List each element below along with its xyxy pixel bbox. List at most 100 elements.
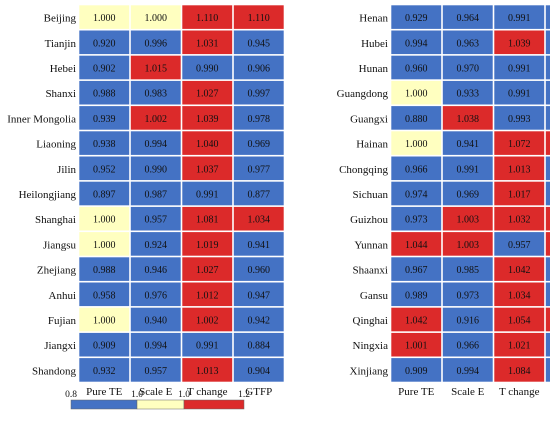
heatmap-cell xyxy=(233,181,285,206)
row-label: Jilin xyxy=(57,164,76,176)
cell-value-label: 0.960 xyxy=(405,64,428,75)
heatmap-cell xyxy=(78,155,130,181)
cell-value-label: 0.991 xyxy=(196,190,219,201)
cell-value-label: 0.966 xyxy=(457,341,480,352)
heatmap-cell xyxy=(442,281,494,307)
heatmap-cell xyxy=(390,256,442,282)
cell-value-label: 0.957 xyxy=(145,215,168,226)
cell-value-label: 0.976 xyxy=(145,290,168,301)
heatmap-cell xyxy=(78,29,130,55)
heatmap-cell xyxy=(390,55,442,80)
heatmap-cell xyxy=(233,357,285,383)
heatmap-cell xyxy=(545,332,550,358)
cell-value-label: 0.973 xyxy=(405,215,428,226)
cell-value-label: 1.000 xyxy=(145,13,168,24)
heatmap-cell xyxy=(78,105,130,131)
heatmap-cell xyxy=(130,181,182,206)
heatmap-cell xyxy=(390,231,442,257)
heatmap-cell xyxy=(493,307,545,332)
heatmap-cell xyxy=(233,206,285,232)
row-label: Shanghai xyxy=(35,214,76,226)
heatmap-cell xyxy=(233,256,285,282)
cell-value-label: 1.039 xyxy=(508,38,531,49)
heatmap-cell xyxy=(545,256,550,282)
heatmap-cell xyxy=(545,206,550,232)
cell-value-label: 0.991 xyxy=(457,164,480,175)
cell-value-label: 1.021 xyxy=(508,341,531,352)
heatmap-cell xyxy=(545,155,550,181)
cell-value-label: 0.945 xyxy=(248,38,271,49)
cell-value-label: 0.904 xyxy=(248,366,271,377)
cell-value-label: 0.906 xyxy=(248,64,271,75)
cell-value-label: 0.920 xyxy=(93,38,116,49)
cell-value-label: 0.932 xyxy=(93,366,116,377)
cell-value-label: 1.081 xyxy=(196,215,219,226)
heatmap-cell xyxy=(442,357,494,383)
heatmap-cell xyxy=(78,281,130,307)
cell-value-label: 0.983 xyxy=(145,89,168,100)
heatmap-cell xyxy=(233,130,285,156)
cell-value-label: 1.032 xyxy=(508,215,531,226)
cell-value-label: 0.947 xyxy=(248,290,271,301)
heatmap-cell xyxy=(181,105,233,131)
cell-value-label: 1.012 xyxy=(196,290,219,301)
heatmap-cell xyxy=(130,231,182,257)
heatmap-panel-right: Henan0.9290.9640.9910.887Hubei0.9940.963… xyxy=(337,4,550,398)
cell-value-label: 1.000 xyxy=(93,13,116,24)
row-label: Anhui xyxy=(49,290,77,302)
cell-value-label: 1.110 xyxy=(196,13,218,24)
cell-value-label: 0.994 xyxy=(457,366,480,377)
cell-value-label: 0.952 xyxy=(93,164,116,175)
colorbar-tick-label: 1.2 xyxy=(238,390,250,400)
cell-value-label: 0.993 xyxy=(508,114,531,125)
cell-value-label: 0.991 xyxy=(196,341,219,352)
cell-value-label: 0.909 xyxy=(93,341,116,352)
heatmap-cell xyxy=(233,155,285,181)
heatmap-cell xyxy=(78,231,130,257)
heatmap-cell xyxy=(442,206,494,232)
cell-value-label: 0.991 xyxy=(508,64,531,75)
column-label: T change xyxy=(187,386,228,398)
heatmap-cell xyxy=(181,256,233,282)
colorbar: 0.8 1.0 1.0 1.2 xyxy=(65,390,250,410)
heatmap-cell xyxy=(442,4,494,30)
heatmap-cell xyxy=(233,281,285,307)
heatmap-cell xyxy=(130,281,182,307)
cell-value-label: 1.034 xyxy=(248,215,271,226)
heatmap-panel-left: Beijing 1.000 1.000 1.110 1.110 Tianjin 0.920 0… xyxy=(7,4,285,398)
heatmap-cell xyxy=(442,307,494,332)
cell-value-label: 0.942 xyxy=(248,316,271,327)
heatmap-cell xyxy=(233,55,285,80)
cell-value-label: 0.880 xyxy=(405,114,428,125)
heatmap-cell xyxy=(493,332,545,358)
cell-value-label: 0.988 xyxy=(93,89,116,100)
cell-value-label: 0.877 xyxy=(248,190,271,201)
row-label: Zhejiang xyxy=(37,265,77,277)
row-label: Shaanxi xyxy=(353,265,388,277)
heatmap-cell xyxy=(78,55,130,80)
cell-value-label: 1.003 xyxy=(457,215,480,226)
cell-value-label: 0.963 xyxy=(457,38,480,49)
heatmap-cell xyxy=(181,307,233,332)
column-label: GTFP xyxy=(245,386,272,398)
heatmap-cell xyxy=(181,80,233,106)
cell-value-label: 0.897 xyxy=(93,190,116,201)
row-label: Ningxia xyxy=(353,340,389,352)
cell-value-label: 0.991 xyxy=(508,13,531,24)
heatmap-cell xyxy=(78,332,130,358)
heatmap-cell xyxy=(233,80,285,106)
cell-value-label: 1.042 xyxy=(405,316,428,327)
heatmap-cell xyxy=(390,80,442,106)
heatmap-cell xyxy=(545,105,550,131)
heatmap-cell xyxy=(130,55,182,80)
row-label: Guangxi xyxy=(350,113,388,125)
cell-value-label: 0.985 xyxy=(457,265,480,276)
column-label: T change xyxy=(499,386,540,398)
cell-value-label: 0.957 xyxy=(508,240,531,251)
cell-value-label: 0.988 xyxy=(93,265,116,276)
cell-value-label: 0.909 xyxy=(405,366,428,377)
cell-value-label: 1.072 xyxy=(508,139,531,150)
cell-value-label: 1.002 xyxy=(196,316,219,327)
cell-value-label: 0.977 xyxy=(248,164,271,175)
heatmap-cell xyxy=(442,181,494,206)
